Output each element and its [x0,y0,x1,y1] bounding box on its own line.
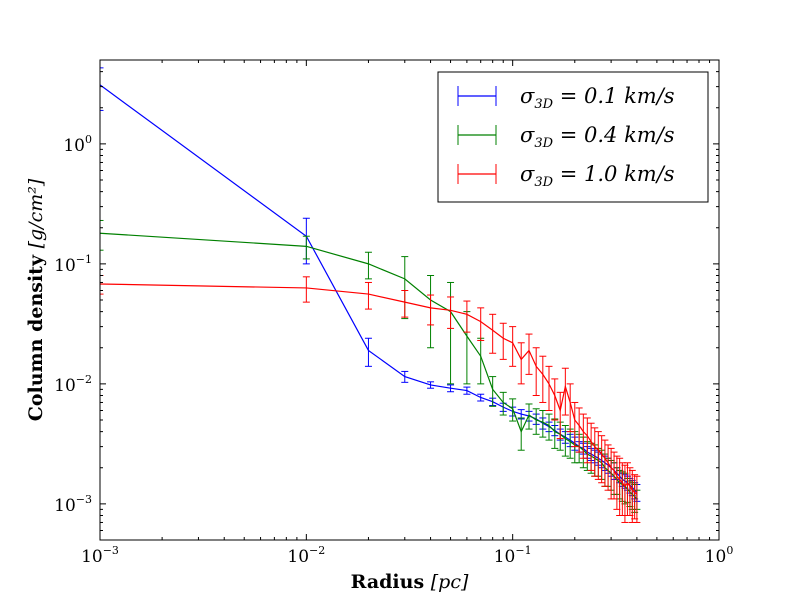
y-tick-label: 100 [63,133,92,156]
error-bar [551,378,559,421]
error-bar [545,413,553,441]
legend-label: σ3D = 0.4 km/s [520,123,675,151]
error-bar [302,235,310,260]
error-bar [100,67,104,111]
legend-item-1: σ3D = 0.1 km/s [457,84,675,112]
error-bar [575,407,583,453]
legend-item-3: σ3D = 1.0 km/s [457,162,675,190]
error-bar [539,409,547,438]
legend-item-2: σ3D = 0.4 km/s [457,123,675,151]
error-bar [579,413,587,459]
error-bar [489,313,497,354]
series-3 [100,275,641,523]
error-bar [477,307,485,341]
x-tick-label: 10−3 [81,544,119,567]
error-bar [566,383,574,433]
legend-label: σ3D = 1.0 km/s [520,162,675,190]
error-bar [463,300,471,333]
error-bar [525,333,533,375]
error-bar [427,381,435,389]
y-tick-label: 10−1 [54,253,92,276]
error-bar [551,418,559,449]
error-bar [545,365,553,411]
error-bar [499,391,507,416]
error-bar [601,439,609,487]
y-tick-label: 10−3 [54,493,92,516]
error-bar [532,408,540,435]
legend: σ3D = 0.1 km/s σ3D = 0.4 km/s σ3D = 1.0 km… [437,71,709,203]
legend-label: σ3D = 0.1 km/s [520,84,675,112]
error-bar [302,276,310,303]
error-bar [509,326,517,367]
x-tick-label: 100 [705,544,734,567]
error-bar [591,427,599,477]
error-bar [499,322,507,360]
plot-area [100,67,641,523]
error-bar [489,376,497,407]
error-bar [477,337,485,385]
error-bar [364,281,372,310]
x-tick-label: 10−1 [494,544,532,567]
axes: 10−3 10−2 10−1 100 10−3 10−2 10−1 100 Radius [pc… [25,59,734,593]
y-axis-label: Column density [g/cm²] [25,178,47,421]
error-bar [401,289,409,318]
error-bar [556,391,564,440]
error-bar [633,475,641,523]
error-bar [561,424,569,457]
error-bar [517,417,525,451]
error-bar [604,444,612,491]
error-bar [571,401,579,448]
y-tick-label: 10−2 [54,373,92,396]
error-bar [100,219,104,251]
series-3-line [100,283,638,495]
error-bar [561,367,569,416]
error-bar [594,431,602,480]
error-bar [525,403,533,430]
error-bar [598,435,606,484]
error-bar [583,417,591,464]
error-bar [509,398,517,422]
error-bar [477,393,485,402]
x-axis-label: Radius [pc] [351,571,469,593]
error-bar [447,384,455,393]
error-bar [463,386,471,395]
error-bar [539,355,547,403]
error-bar [401,370,409,383]
error-bar [447,296,455,329]
legend-box [437,71,709,203]
error-bar [587,422,595,471]
error-bar [517,342,525,385]
error-bar [610,451,618,500]
error-bar [364,251,372,280]
error-bar [427,294,435,326]
error-bar [532,347,540,397]
x-tick-label: 10−2 [287,544,325,567]
error-bar [364,337,372,367]
